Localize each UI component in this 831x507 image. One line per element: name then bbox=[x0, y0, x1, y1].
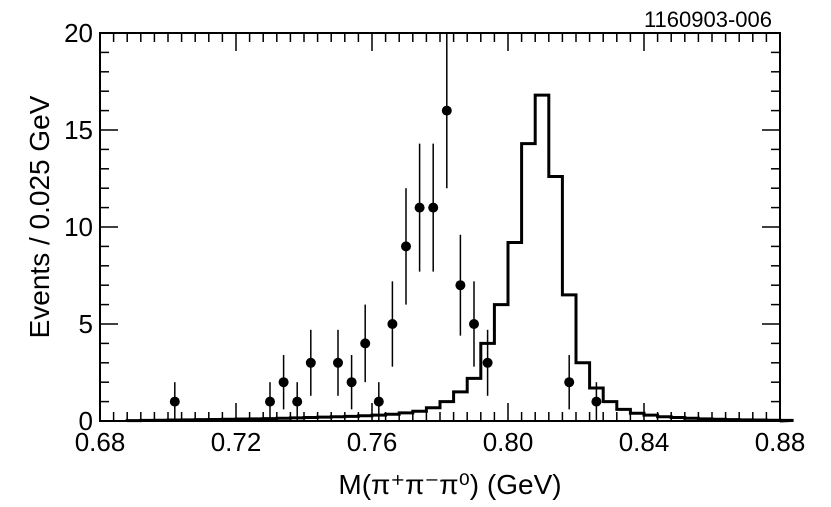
data-point bbox=[564, 377, 575, 388]
data-point bbox=[346, 377, 357, 388]
data-point bbox=[428, 202, 439, 213]
data-point bbox=[482, 357, 493, 368]
data-point bbox=[333, 357, 343, 368]
data-point bbox=[401, 241, 411, 252]
y-tick-label: 20 bbox=[64, 18, 93, 48]
data-point bbox=[373, 396, 384, 407]
data-point bbox=[292, 396, 303, 407]
y-tick-label: 10 bbox=[64, 212, 93, 242]
data-point bbox=[414, 202, 425, 213]
x-tick-label: 0.76 bbox=[347, 427, 398, 457]
histogram-line bbox=[125, 93, 794, 423]
x-tick-label: 0.80 bbox=[483, 427, 534, 457]
data-points-layer bbox=[169, 33, 602, 421]
data-point bbox=[469, 319, 479, 329]
plot-frame bbox=[99, 32, 781, 422]
x-tick-label: 0.68 bbox=[75, 427, 126, 457]
x-tick-label: 0.84 bbox=[619, 427, 670, 457]
data-point bbox=[455, 280, 466, 291]
data-point bbox=[305, 357, 316, 368]
y-tick-label: 15 bbox=[64, 115, 93, 145]
y-tick-label: 0 bbox=[79, 406, 93, 436]
data-point bbox=[387, 319, 398, 329]
data-point bbox=[265, 396, 275, 407]
x-tick-label: 0.72 bbox=[211, 427, 262, 457]
histogram-layer bbox=[125, 93, 794, 423]
data-point bbox=[169, 396, 180, 407]
figure-id: 1160903-006 bbox=[644, 7, 772, 32]
x-axis-title: M(π⁺π⁻π⁰) (GeV) bbox=[338, 469, 561, 500]
x-tick-label: 0.88 bbox=[755, 427, 806, 457]
data-point bbox=[591, 396, 602, 407]
data-point bbox=[441, 105, 452, 116]
data-point bbox=[278, 377, 289, 388]
data-point bbox=[360, 338, 371, 349]
y-tick-label: 5 bbox=[79, 309, 93, 339]
y-axis-title: Events / 0.025 GeV bbox=[24, 95, 55, 338]
